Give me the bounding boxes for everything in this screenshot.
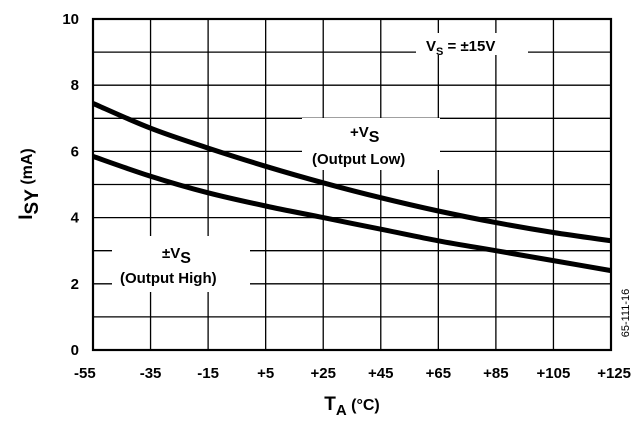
y-axis-title-main: I <box>16 214 37 219</box>
series-line-2 <box>92 154 612 274</box>
x-tick-label: +105 <box>537 365 571 382</box>
annotation-supply-voltage-main: V <box>426 38 436 55</box>
annotation-supply-voltage-text: VS = ±15V <box>426 38 495 58</box>
annotation-output-high-background <box>112 236 250 292</box>
y-axis-title-unit: (mA) <box>19 148 36 189</box>
y-axis-title-sub: SY <box>22 189 43 215</box>
y-axis-title: ISY (mA) <box>16 148 43 220</box>
x-axis-title-main: T <box>324 394 336 415</box>
x-axis-title: TA (°C) <box>324 394 380 419</box>
annotation-output-low-main: +V <box>350 124 369 141</box>
annotation-output-high-line2: (Output High) <box>120 270 217 287</box>
annotation-output-high-main: ±V <box>162 245 180 262</box>
y-tick-label: 2 <box>71 276 79 293</box>
x-tick-labels: -55 -35 -15 +5 +25 +45 +65 +85 +105 +125 <box>74 365 631 382</box>
annotation-supply-voltage-sub: S <box>436 46 443 58</box>
annotation-supply-voltage: VS = ±15V <box>416 33 528 58</box>
x-tick-label: -55 <box>74 365 96 382</box>
y-tick-label: 0 <box>71 342 79 359</box>
x-axis-title-sub: A <box>336 402 347 419</box>
annotation-output-low-line1: +VS <box>350 124 380 146</box>
annotation-supply-voltage-background <box>416 33 528 55</box>
x-tick-label: +5 <box>257 365 274 382</box>
y-tick-label: 6 <box>71 143 79 160</box>
annotation-output-low-line2: (Output Low) <box>312 151 405 168</box>
series-group <box>92 101 612 274</box>
y-tick-labels: 0 2 4 6 8 10 <box>62 11 79 359</box>
x-axis-title-unit: (°C) <box>347 397 380 414</box>
annotation-output-low-background <box>302 118 440 170</box>
annotation-supply-voltage-tail: = ±15V <box>443 38 495 55</box>
x-tick-label: +85 <box>483 365 508 382</box>
x-tick-label: -15 <box>197 365 219 382</box>
x-tick-label: +25 <box>310 365 335 382</box>
annotation-output-high-sub: S <box>180 250 191 267</box>
annotation-output-high-line1: ±VS <box>162 245 191 267</box>
annotation-output-high: ±VS (Output High) <box>112 236 250 292</box>
annotation-output-low: +VS (Output Low) <box>302 118 440 170</box>
x-tick-label: +125 <box>597 365 631 382</box>
y-tick-label: 10 <box>62 11 79 28</box>
annotation-output-low-sub: S <box>369 129 380 146</box>
x-tick-label: +45 <box>368 365 393 382</box>
plot-frame <box>91 17 613 352</box>
x-tick-label: -35 <box>140 365 162 382</box>
y-tick-label: 4 <box>71 210 80 227</box>
x-tick-label: +65 <box>426 365 451 382</box>
y-tick-label: 8 <box>71 77 79 94</box>
figure-id: 65-111-16 <box>620 289 632 338</box>
series-line-1 <box>92 101 612 244</box>
